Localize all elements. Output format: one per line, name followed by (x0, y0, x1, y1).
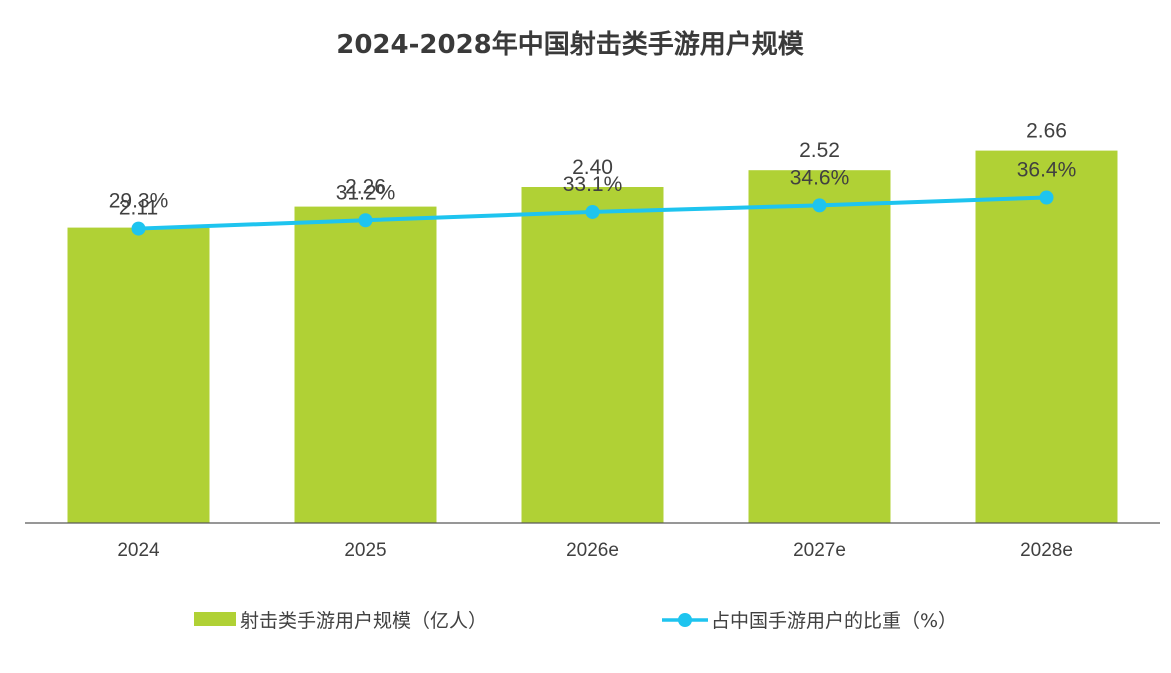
line-point-2028e (1039, 190, 1054, 205)
x-tick-label-2024: 2024 (117, 540, 160, 561)
bar-value-label-2026e: 2.40 (572, 156, 613, 179)
legend-line-label: 占中国手游用户的比重（%） (711, 610, 957, 632)
x-tick-labels: 2024 2025 2026e 2027e 2028e (117, 540, 1073, 561)
line-value-label-2025: 31.2% (336, 181, 396, 204)
x-tick-label-2025: 2025 (344, 540, 386, 561)
chart-title: 2024-2028年中国射击类手游用户规模 (336, 29, 805, 60)
line-point-2026e (585, 204, 600, 219)
line-value-label-2026e: 33.1% (563, 173, 623, 196)
x-tick-label-2026e: 2026e (566, 540, 619, 561)
bar-2024 (67, 227, 210, 523)
bar-value-label-2027e: 2.52 (799, 139, 840, 162)
legend-line-marker (678, 613, 692, 627)
legend-bar-label: 射击类手游用户规模（亿人） (240, 610, 487, 632)
line-point-2025 (358, 213, 373, 228)
bar-2027e (748, 170, 891, 523)
line-value-label-2024: 29.3% (109, 190, 169, 213)
legend-bar-swatch (194, 612, 236, 626)
line-value-label-2028e: 36.4% (1017, 159, 1077, 182)
bar-2026e (521, 187, 664, 523)
bar-value-label-2028e: 2.66 (1026, 120, 1067, 143)
x-tick-label-2027e: 2027e (793, 540, 846, 561)
bar-value-label-2025: 2.26 (345, 176, 386, 199)
labels-layer: 2.11 2.26 2.40 2.52 2.66 29.3% 31.2% 33.1% 34.6%… (109, 120, 1077, 220)
line-point-2027e (812, 198, 827, 213)
line-value-label-2027e: 34.6% (790, 166, 850, 189)
bar-2028e (975, 150, 1118, 523)
bar-value-label-2024: 2.11 (119, 197, 158, 220)
bars-layer (67, 150, 1118, 523)
line-point-2024 (131, 221, 146, 236)
bar-2025 (294, 206, 437, 523)
legend: 射击类手游用户规模（亿人） 占中国手游用户的比重（%） (194, 610, 957, 632)
line-layer (131, 190, 1054, 236)
x-tick-label-2028e: 2028e (1020, 540, 1073, 561)
